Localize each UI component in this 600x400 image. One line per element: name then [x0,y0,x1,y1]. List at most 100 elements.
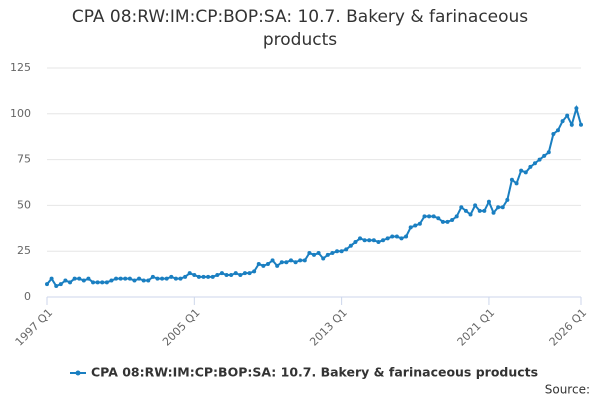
point [132,278,137,283]
point [137,276,142,281]
point [275,263,280,268]
point [505,197,510,202]
point [155,276,160,281]
y-tick-label: 50 [17,198,31,211]
point [210,274,215,279]
point [339,249,344,254]
point [118,276,123,281]
x-tick-label: 2026 Q1 [547,306,590,349]
point [206,274,211,279]
x-tick-label: 2013 Q1 [307,306,350,349]
point [284,260,289,265]
source: Source: [545,383,590,397]
point [565,113,570,118]
point [229,273,234,278]
point [238,273,243,278]
point [265,262,270,267]
y-tick-label: 125 [10,61,31,74]
point [376,240,381,245]
point [385,236,390,241]
point [537,157,542,162]
point [542,153,547,158]
point [477,208,482,213]
legend-label: CPA 08:RW:IM:CP:BOP:SA: 10.7. Bakery & f… [91,365,538,380]
point [574,106,579,111]
point [390,234,395,239]
point [279,260,284,265]
point [325,252,330,257]
legend-marker [75,370,81,376]
point [436,216,441,221]
point [45,282,49,287]
point [404,234,409,239]
point [215,273,220,278]
point [312,252,316,257]
point [454,214,459,219]
point [224,273,229,278]
point [348,243,353,248]
point [86,276,91,281]
chart-title: CPA 08:RW:IM:CP:BOP:SA: 10.7. Bakery & f… [71,7,529,50]
point [358,236,363,241]
point [183,274,188,279]
point [123,276,128,281]
point [367,238,372,243]
point [579,122,583,127]
point [242,271,247,276]
point [353,240,358,245]
point [408,225,413,230]
point [431,214,436,219]
point [399,236,404,241]
point [114,276,119,281]
point [509,177,514,182]
point [413,223,418,228]
point [500,205,505,210]
series-line [46,104,582,288]
point [546,150,551,155]
point [54,284,59,289]
point [371,238,376,243]
point [160,276,165,281]
point [555,128,560,133]
point [68,280,73,285]
point [381,238,386,243]
x-tick-label: 2021 Q1 [455,306,498,349]
point [219,271,224,276]
point [270,258,275,263]
point [247,271,252,276]
point [77,276,82,281]
point [463,208,468,213]
point [394,234,399,239]
point [486,199,491,204]
y-tick-label: 0 [24,290,31,303]
point [293,260,298,265]
point [344,247,349,252]
point [169,274,174,279]
point [440,219,445,224]
point [288,258,293,263]
point [514,181,519,186]
point [298,258,303,263]
point [201,274,206,279]
point [307,251,312,256]
point [109,278,114,283]
point [335,249,340,254]
x-tick-label: 1997 Q1 [13,306,56,349]
point [173,276,178,281]
point [482,208,487,213]
point [523,170,528,175]
point [569,122,574,127]
point [321,256,326,261]
point [233,271,238,276]
point [468,212,473,217]
point [252,269,257,274]
point [528,164,533,169]
point [150,274,155,279]
point [58,282,63,287]
point [141,278,146,283]
point [100,280,105,285]
point [519,168,524,173]
x-tick-label: 2005 Q1 [160,306,203,349]
